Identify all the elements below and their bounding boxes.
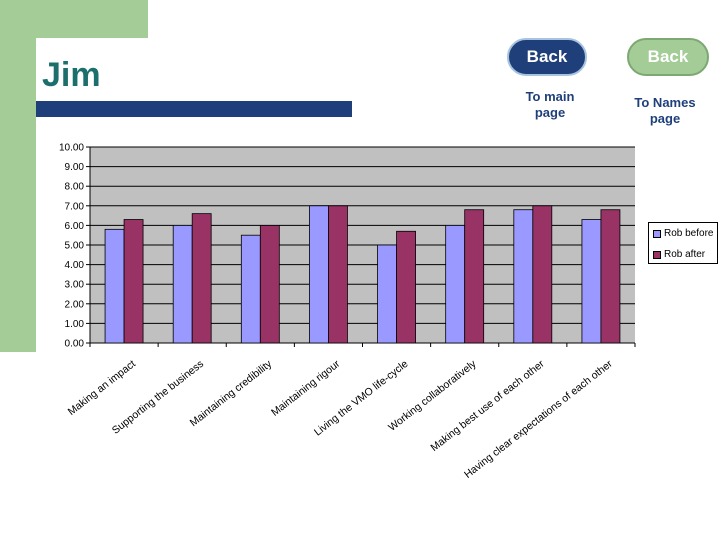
decorative-green-sidebar: [0, 0, 36, 352]
x-category-label: Maintaining rigour: [269, 358, 343, 419]
decorative-corner: [36, 38, 96, 98]
bar-before: [377, 244, 397, 344]
legend-swatch-before: [653, 229, 661, 238]
legend-label-before: Rob before: [664, 228, 714, 239]
y-tick-label: 8.00: [65, 182, 85, 193]
back-to-main-caption: To main page: [525, 89, 575, 120]
bar-before: [240, 234, 261, 344]
back-to-main-label[interactable]: Back: [526, 47, 568, 66]
back-to-main-button[interactable]: Back: [507, 38, 587, 76]
back-to-names-label[interactable]: Back: [647, 47, 689, 66]
x-category-label: Having clear expectations of each other: [462, 358, 615, 481]
x-category-label: Making best use of each other: [428, 358, 547, 454]
bar-before: [513, 209, 534, 344]
bar-before: [445, 224, 466, 344]
y-tick-label: 9.00: [65, 162, 85, 173]
bar-after: [600, 209, 621, 344]
bar-after: [191, 213, 212, 344]
x-category-label: Making an impact: [66, 358, 138, 418]
bar-after: [123, 219, 144, 344]
bar-after: [532, 205, 553, 344]
bar-after: [328, 205, 348, 344]
legend-item-before: Rob before: [653, 228, 713, 239]
bar-before: [104, 228, 125, 344]
bar-after: [259, 224, 280, 344]
page-title: Jim: [42, 56, 101, 94]
legend-label-after: Rob after: [664, 249, 706, 260]
y-tick-label: 5.00: [65, 241, 85, 252]
bar-before: [309, 205, 329, 344]
title-underline-bar: [36, 101, 352, 117]
bar-before: [581, 219, 602, 344]
back-to-names-caption: To Names page: [634, 95, 696, 126]
y-tick-label: 0.00: [65, 339, 85, 350]
chart-legend: Rob before Rob after: [648, 222, 718, 264]
bar-after: [464, 209, 485, 344]
y-tick-label: 1.00: [65, 319, 85, 330]
bar-after: [396, 230, 416, 344]
y-tick-label: 3.00: [65, 280, 85, 291]
y-tick-label: 6.00: [65, 221, 85, 232]
bar-before: [172, 224, 193, 344]
y-tick-label: 2.00: [65, 299, 85, 310]
y-tick-label: 7.00: [65, 201, 85, 212]
y-tick-label: 10.00: [59, 143, 84, 154]
back-to-names-button[interactable]: Back: [627, 38, 709, 76]
legend-item-after: Rob after: [653, 249, 705, 260]
legend-swatch-after: [653, 250, 661, 259]
y-tick-label: 4.00: [65, 260, 85, 271]
